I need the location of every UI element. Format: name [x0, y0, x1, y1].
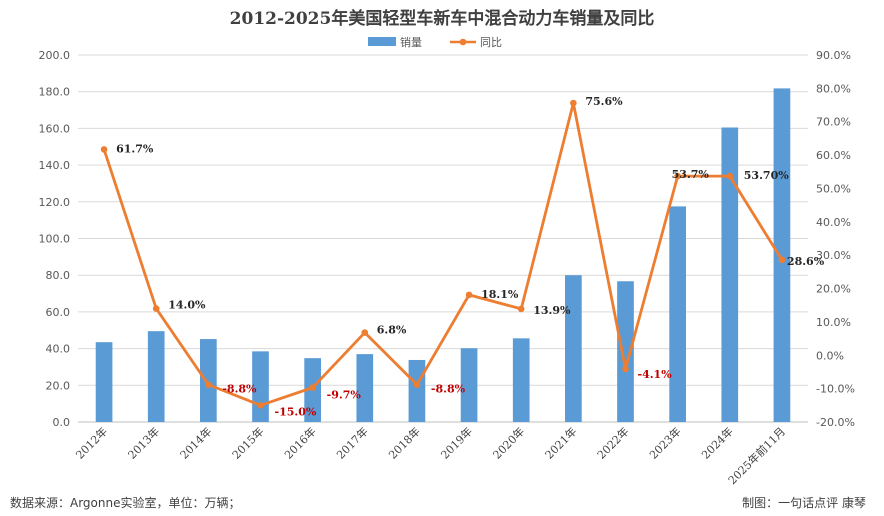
- y-left-tick-label: 180.0: [39, 86, 71, 99]
- y-axis-left: 0.0 20.0 40.0 60.0 80.0 100.0 120.0 140.0 160.0 1…: [39, 49, 71, 429]
- y-left-tick-label: 140.0: [39, 159, 71, 172]
- y-left-tick-label: 20.0: [46, 379, 71, 392]
- y-right-tick-label: 0.0%: [816, 349, 844, 362]
- x-tick-label: 2012年: [73, 424, 110, 461]
- line-point: [100, 146, 108, 153]
- x-tick-label: 2020年: [490, 424, 527, 461]
- bar: [95, 342, 113, 422]
- legend-swatch-bar: [368, 37, 396, 46]
- line-point: [152, 305, 160, 312]
- line-data-label: -8.8%: [222, 383, 257, 396]
- y-right-tick-label: 30.0%: [816, 249, 851, 262]
- x-tick-label: 2023年: [646, 424, 683, 461]
- line-point: [257, 402, 264, 409]
- x-axis: 2012年 2013年 2014年 2015年 2016年 2017年 2018年 2019年…: [73, 421, 808, 487]
- line-data-label: 75.6%: [585, 95, 623, 108]
- y-left-tick-label: 200.0: [39, 49, 71, 62]
- legend-label: 销量: [400, 35, 422, 49]
- line-point: [517, 305, 525, 313]
- bar: [669, 206, 686, 422]
- y-right-tick-label: 10.0%: [816, 316, 851, 329]
- line-path: [102, 101, 784, 407]
- gridlines: [78, 54, 808, 423]
- line-series: [100, 99, 786, 409]
- y-right-tick-label: -10.0%: [816, 383, 855, 396]
- y-left-tick-label: 80.0: [46, 269, 71, 282]
- line-point: [361, 329, 369, 336]
- x-tick-label: 2017年: [333, 424, 370, 461]
- line-point: [778, 256, 786, 264]
- y-left-tick-label: 0.0: [53, 416, 71, 429]
- line-data-label: 53.7%: [672, 168, 710, 181]
- x-tick-label: 2014年: [177, 424, 214, 461]
- y-right-tick-label: 90.0%: [816, 49, 851, 62]
- x-tick-label: 2021年: [542, 424, 579, 461]
- y-right-tick-label: 50.0%: [816, 182, 851, 195]
- line-data-label: 53.70%: [744, 169, 789, 182]
- y-axis-right: -20.0% -10.0% 0.0% 10.0% 20.0% 30.0% 40.0% 50.0…: [816, 49, 855, 429]
- line-data-label: 14.0%: [168, 299, 206, 312]
- y-left-tick-label: 160.0: [39, 122, 71, 135]
- bar: [356, 354, 374, 422]
- line-data-label: 13.9%: [533, 304, 571, 317]
- line-data-label: -15.0%: [275, 405, 317, 418]
- bar: [512, 338, 530, 422]
- line-point: [465, 291, 473, 299]
- x-tick-label: 2019年: [438, 424, 475, 461]
- legend-swatch-marker: [459, 38, 467, 46]
- credit-note: 制图：一句话点评 康琴: [742, 496, 866, 510]
- bar: [773, 88, 791, 422]
- y-right-tick-label: 60.0%: [816, 149, 851, 162]
- source-note: 数据来源：Argonne实验室，单位：万辆；: [10, 496, 241, 510]
- bar: [617, 281, 634, 422]
- line-point: [309, 384, 316, 391]
- y-right-tick-label: 40.0%: [816, 216, 851, 229]
- line-point: [413, 381, 421, 388]
- y-left-tick-label: 120.0: [39, 196, 71, 209]
- x-tick-label: 2018年: [386, 424, 423, 461]
- line-point: [205, 381, 212, 388]
- bar: [721, 127, 739, 423]
- bar: [460, 348, 478, 422]
- line-data-label: 28.6%: [787, 255, 825, 268]
- y-right-tick-label: 80.0%: [816, 82, 851, 95]
- bar: [565, 275, 582, 422]
- y-left-tick-label: 40.0: [46, 343, 71, 356]
- y-left-tick-label: 60.0: [46, 306, 71, 319]
- data-labels: 61.7% 14.0% -8.8% -15.0% -9.7% 6.8% -8.8% 18.1%…: [116, 95, 825, 418]
- line-data-label: 18.1%: [481, 288, 519, 301]
- y-right-tick-label: -20.0%: [816, 416, 855, 429]
- bar: [147, 331, 165, 422]
- x-tick-label: 2022年: [594, 424, 631, 461]
- y-right-tick-label: 70.0%: [816, 116, 851, 129]
- line-point: [726, 172, 734, 180]
- x-tick-label: 2013年: [125, 424, 162, 461]
- legend: 销量 同比: [368, 35, 502, 49]
- line-data-label: -9.7%: [327, 389, 362, 402]
- bar: [200, 339, 217, 422]
- y-right-tick-label: 20.0%: [816, 283, 851, 296]
- bar: [408, 359, 426, 422]
- line-data-label: -8.8%: [431, 383, 466, 396]
- legend-label: 同比: [480, 36, 502, 49]
- chart-title: 2012-2025年美国轻型车新车中混合动力车销量及同比: [230, 8, 655, 29]
- line-data-label: 61.7%: [116, 142, 154, 155]
- line-point: [622, 365, 629, 373]
- x-tick-label: 2024年: [698, 424, 735, 461]
- x-tick-label: 2015年: [229, 424, 266, 461]
- line-data-label: -4.1%: [638, 368, 673, 381]
- line-data-label: 6.8%: [377, 324, 407, 337]
- x-tick-label: 2016年: [281, 424, 318, 461]
- chart: 2012-2025年美国轻型车新车中混合动力车销量及同比 销量 同比 0.0 20.…: [39, 8, 855, 487]
- y-left-tick-label: 100.0: [39, 233, 71, 246]
- line-point: [674, 172, 681, 180]
- line-point: [570, 99, 577, 107]
